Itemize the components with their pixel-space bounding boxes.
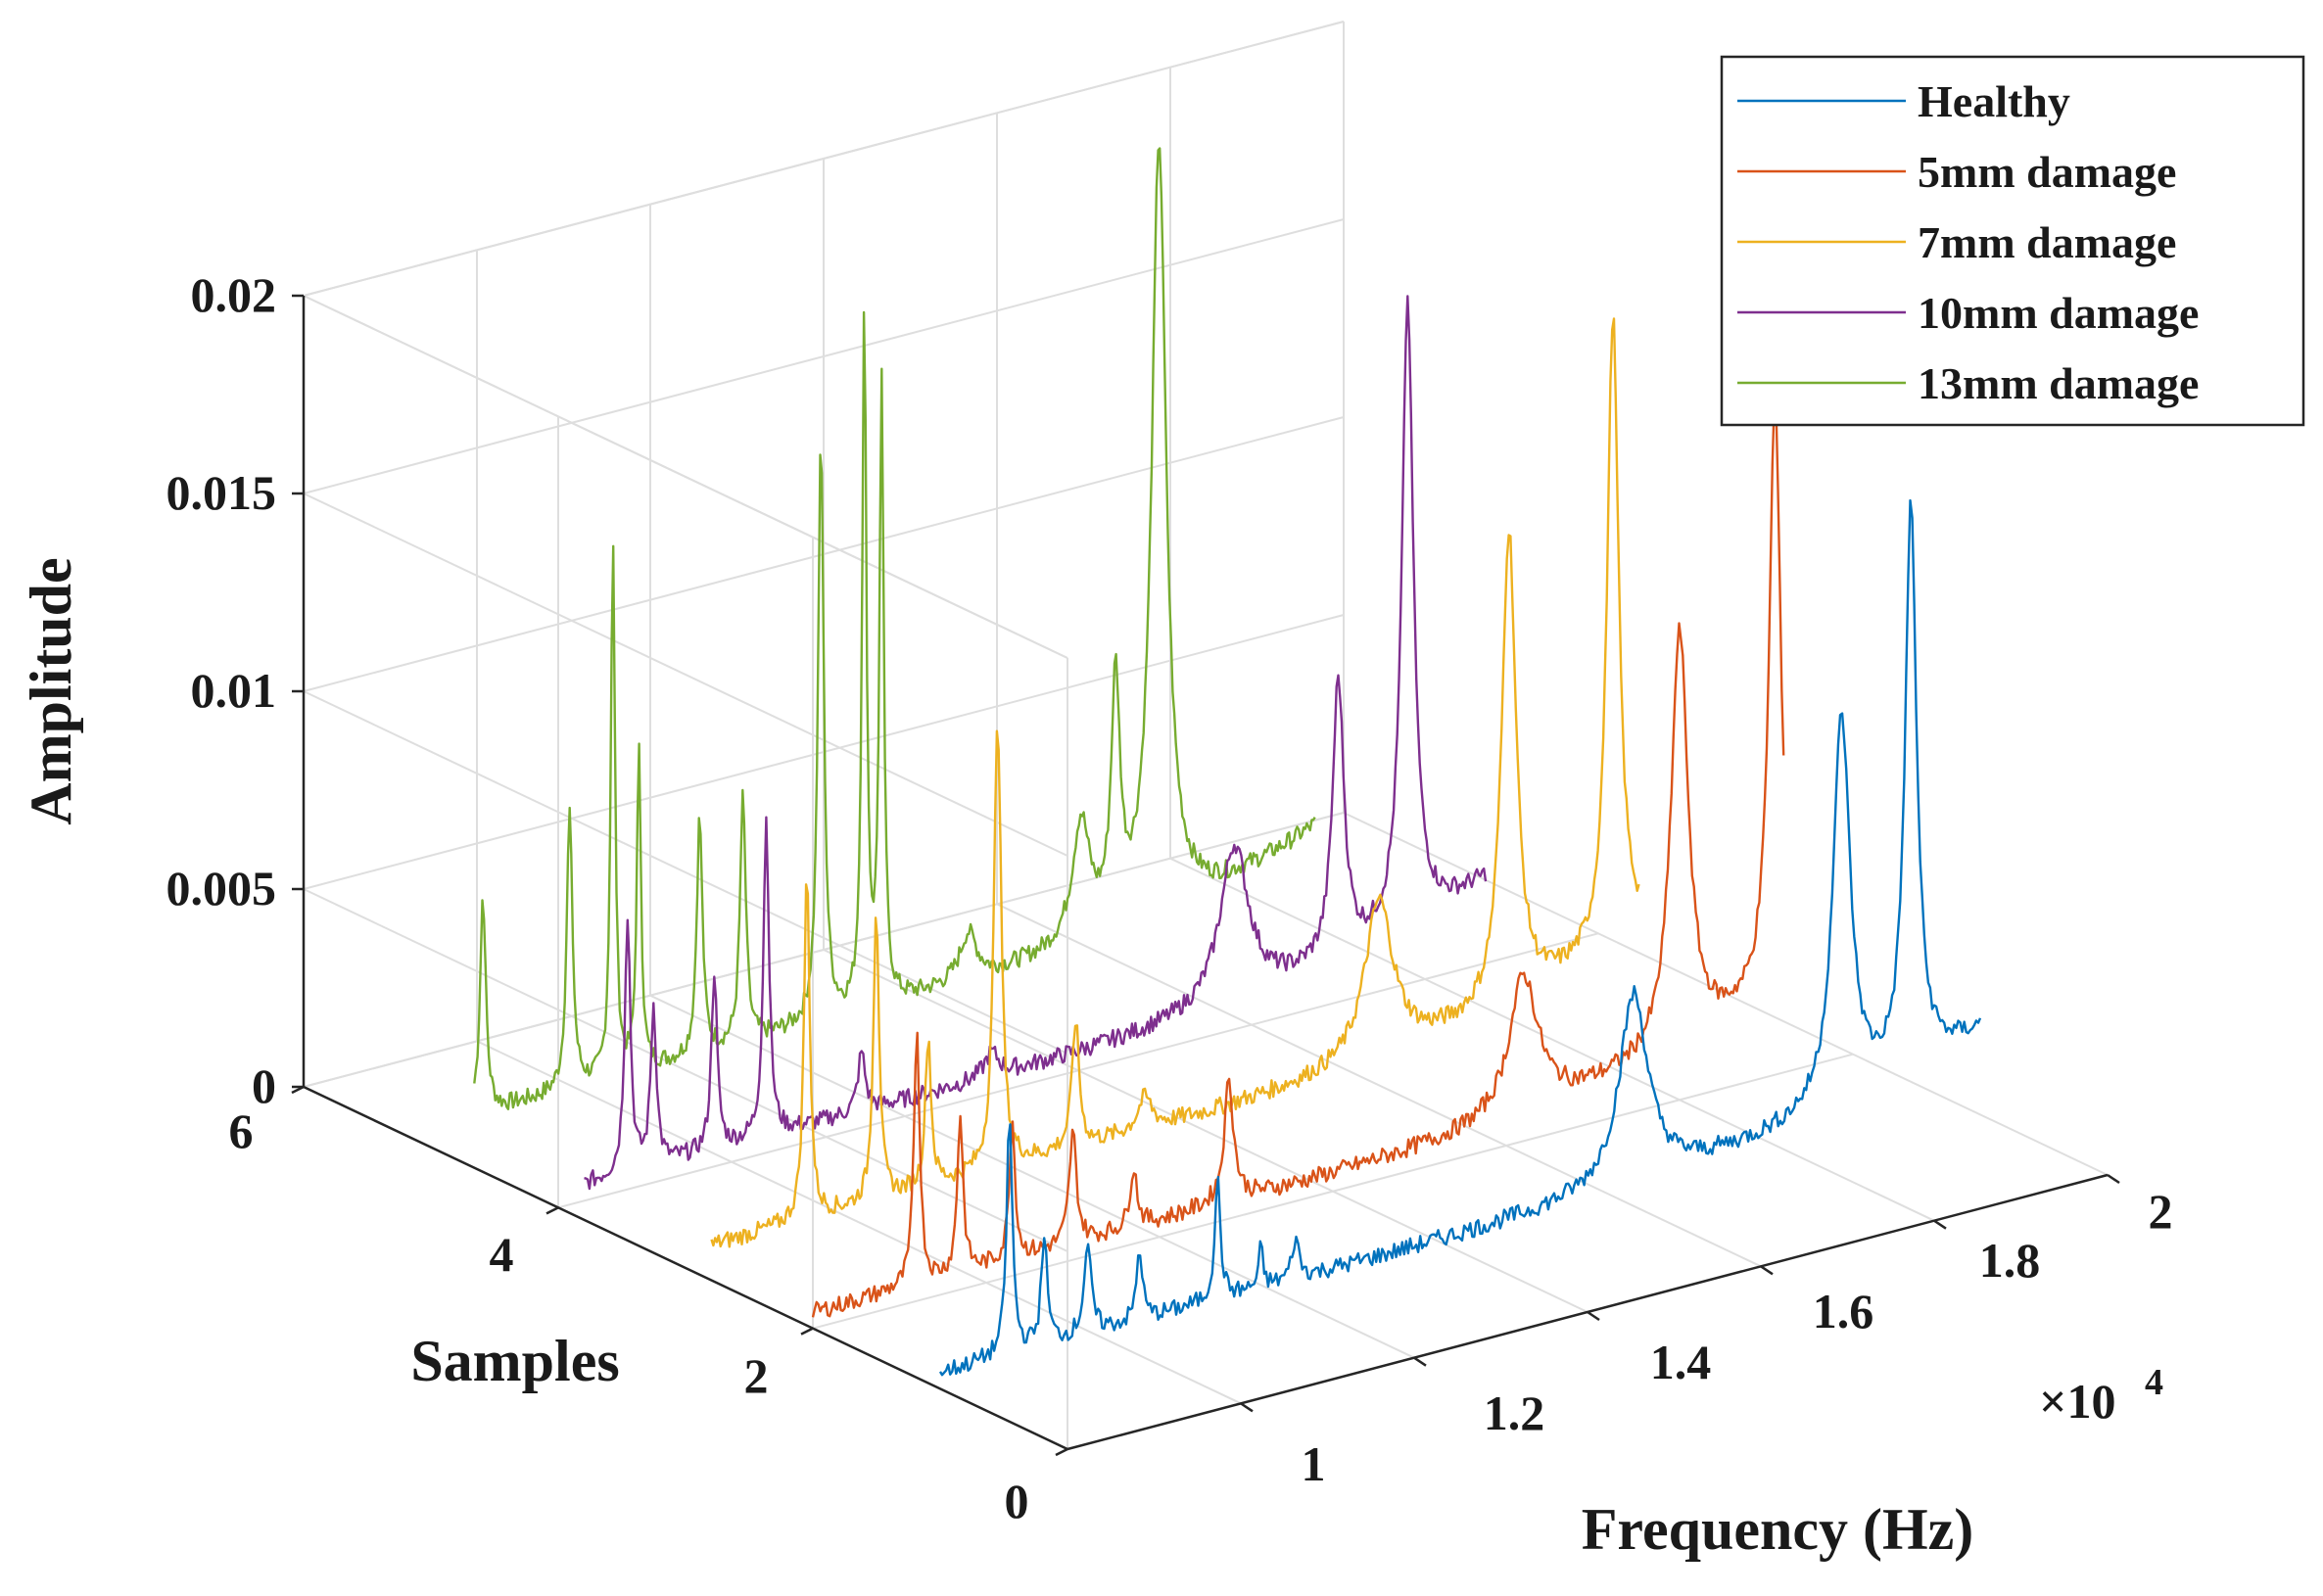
z-axis-label: Amplitude (19, 557, 83, 824)
y-axis-label: Samples (410, 1329, 619, 1393)
grid-line (996, 903, 1762, 1268)
x-tick-label: 1.4 (1650, 1335, 1712, 1389)
series-line-3 (584, 295, 1488, 1191)
legend-label-7mm: 7mm damage (1918, 217, 2176, 267)
z-tick-label: 0.01 (191, 663, 277, 718)
grid-line (303, 888, 1068, 1252)
x-tick-mark (1413, 1356, 1427, 1367)
grid-line (303, 295, 1068, 659)
x-multiplier-exponent: 4 (2145, 1362, 2163, 1403)
grid-line (1169, 857, 1935, 1222)
grid-line (303, 21, 1345, 297)
x-tick-mark (1933, 1219, 1947, 1230)
grid-line (476, 1040, 1242, 1405)
y-tick-mark (545, 1206, 559, 1215)
grid-line (303, 218, 1345, 494)
grid-line (303, 812, 1345, 1088)
x-tick-label: 1.6 (1813, 1284, 1874, 1338)
y-tick-mark (1055, 1447, 1068, 1457)
grid-line (812, 1053, 1854, 1330)
x-tick-label: 1.2 (1484, 1385, 1545, 1440)
grid-line (649, 994, 1415, 1359)
y-tick-label: 4 (490, 1227, 514, 1282)
x-multiplier: ×10 4 (2039, 1362, 2163, 1429)
x-tick-mark (2107, 1173, 2120, 1185)
series-line-0 (938, 498, 1982, 1377)
z-tick-label: 0.015 (166, 465, 277, 520)
legend-label-10mm: 10mm damage (1918, 288, 2199, 338)
y-axis-line (303, 1085, 1068, 1451)
x-tick-label: 1 (1302, 1436, 1326, 1491)
x-tick-label: 2 (2149, 1184, 2173, 1239)
x-tick-mark (1240, 1402, 1254, 1413)
x-tick-label: 1.8 (1979, 1233, 2041, 1288)
grid-line (303, 690, 1068, 1055)
series-lines (473, 147, 1982, 1377)
legend-label-5mm: 5mm damage (1918, 147, 2176, 197)
series-line-2 (710, 317, 1640, 1248)
x-tick-mark (1760, 1265, 1774, 1276)
legend-label-healthy: Healthy (1918, 76, 2070, 126)
z-tick-label: 0.005 (166, 861, 277, 915)
x-axis-label: Frequency (Hz) (1582, 1497, 1973, 1562)
grid-line (823, 949, 1588, 1313)
legend-label-13mm: 13mm damage (1918, 358, 2199, 408)
y-tick-mark (800, 1327, 814, 1336)
z-tick-label: 0.02 (191, 267, 277, 322)
y-tick-label: 0 (1005, 1474, 1029, 1528)
legend: Healthy 5mm damage 7mm damage 10mm damag… (1720, 55, 2305, 427)
axes (291, 294, 2120, 1457)
y-tick-label: 6 (229, 1103, 254, 1158)
z-tick-label: 0 (252, 1058, 276, 1113)
x-tick-mark (1587, 1310, 1600, 1322)
grid-line (303, 493, 1068, 857)
y-tick-label: 2 (744, 1348, 769, 1403)
series-line-4 (473, 147, 1316, 1110)
x-multiplier-base: ×10 (2039, 1374, 2116, 1429)
series-line-1 (811, 400, 1785, 1318)
